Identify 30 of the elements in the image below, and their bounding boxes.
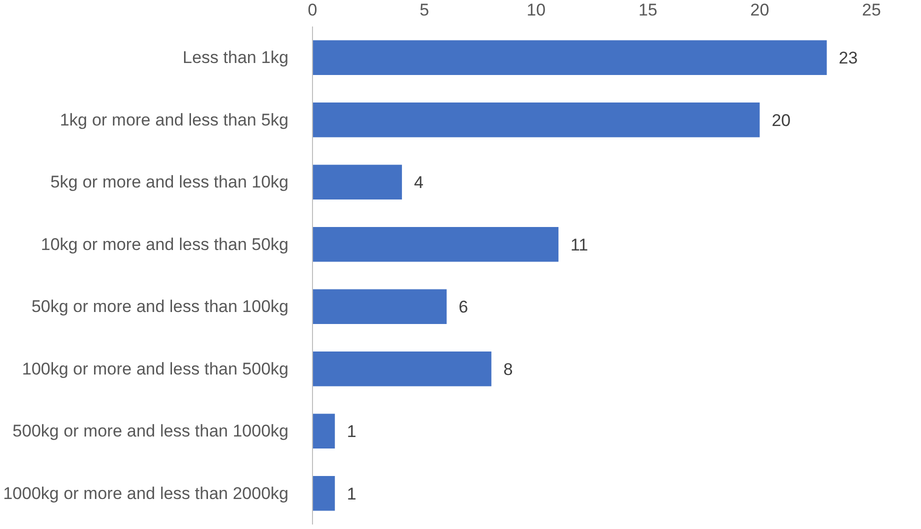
bar [312, 289, 447, 324]
bar [312, 414, 335, 449]
bar [312, 226, 558, 262]
x-tick-label: 15 [638, 0, 658, 20]
bar [312, 164, 402, 200]
bar [312, 40, 827, 76]
x-tick-label: 20 [750, 0, 770, 20]
y-tick-label: 50kg or more and less than 100kg [31, 297, 289, 316]
y-tick-label: Less than 1kg [182, 48, 289, 68]
data-label: 11 [570, 235, 588, 254]
bar [312, 476, 335, 511]
y-tick-label: 500kg or more and less than 1000kg [12, 422, 289, 441]
x-tick-label: 25 [862, 0, 881, 20]
x-tick-label: 0 [308, 0, 318, 20]
y-tick-label: 100kg or more and less than 500kg [22, 359, 289, 378]
data-label: 4 [414, 173, 424, 192]
y-tick-label: 1kg or more and less than 5kg [60, 110, 288, 130]
y-tick-label: 10kg or more and less than 50kg [40, 234, 289, 254]
bar [312, 351, 492, 386]
data-label: 1 [346, 484, 356, 504]
bar [312, 102, 760, 138]
x-tick-label: 5 [420, 0, 430, 20]
data-label: 8 [503, 360, 513, 379]
y-tick-label: 5kg or more and less than 10kg [50, 172, 289, 192]
data-label: 6 [458, 298, 468, 317]
y-tick-label: 1000kg or more and less than 2000kg [3, 484, 289, 503]
data-label: 1 [346, 422, 356, 442]
data-label: 20 [772, 110, 791, 130]
x-tick-label: 10 [526, 0, 546, 20]
data-label: 23 [838, 48, 858, 68]
